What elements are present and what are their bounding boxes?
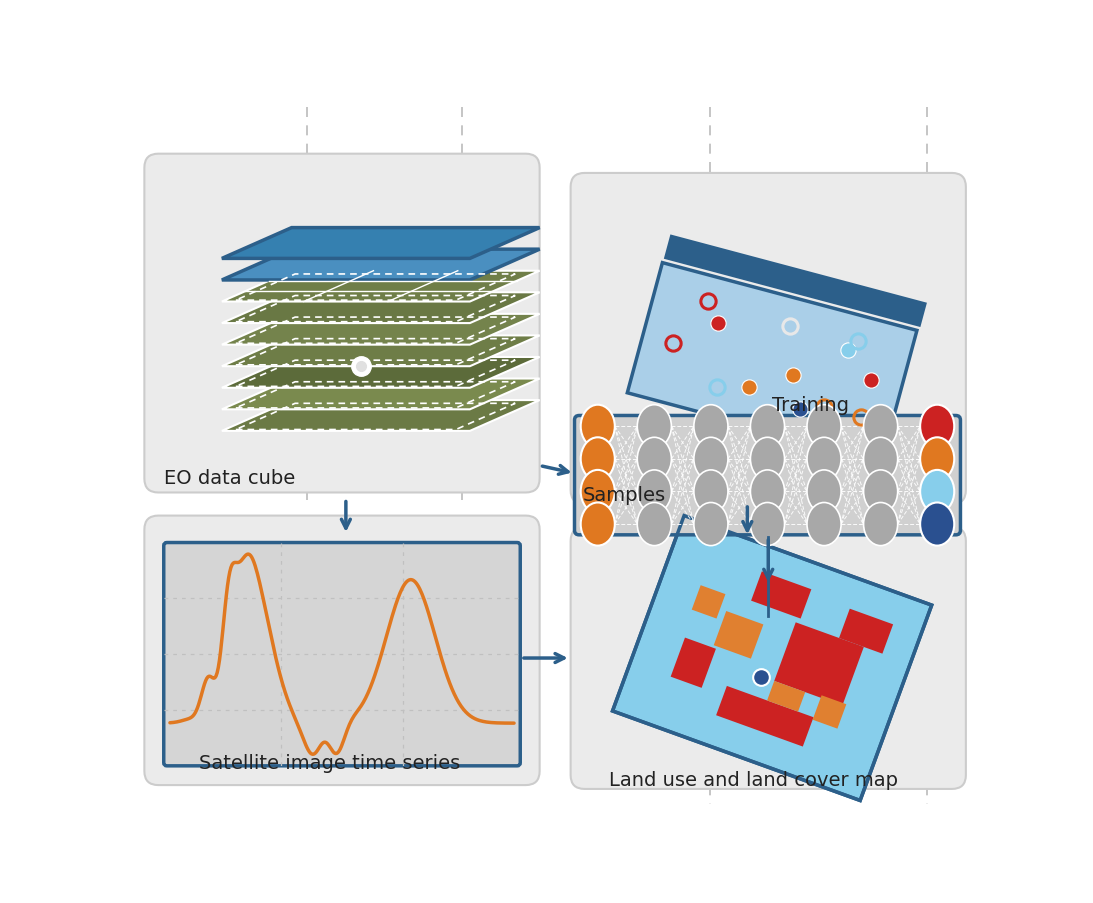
Ellipse shape — [637, 503, 671, 546]
Polygon shape — [767, 681, 806, 712]
Ellipse shape — [807, 438, 842, 481]
FancyBboxPatch shape — [164, 543, 520, 766]
Polygon shape — [222, 293, 540, 323]
Ellipse shape — [694, 405, 728, 448]
Ellipse shape — [920, 438, 954, 481]
Ellipse shape — [863, 503, 897, 546]
Text: EO data cube: EO data cube — [164, 469, 295, 488]
Ellipse shape — [694, 503, 728, 546]
FancyBboxPatch shape — [144, 154, 540, 493]
Polygon shape — [671, 638, 716, 688]
Ellipse shape — [920, 470, 954, 514]
Ellipse shape — [637, 438, 671, 481]
Ellipse shape — [863, 405, 897, 448]
Polygon shape — [627, 264, 917, 461]
Ellipse shape — [807, 470, 842, 514]
Ellipse shape — [694, 470, 728, 514]
Text: Land use and land cover map: Land use and land cover map — [610, 770, 898, 789]
Ellipse shape — [920, 405, 954, 448]
Polygon shape — [222, 401, 540, 432]
Ellipse shape — [863, 438, 897, 481]
Ellipse shape — [637, 470, 671, 514]
Ellipse shape — [751, 470, 785, 514]
Ellipse shape — [580, 405, 614, 448]
Text: Training: Training — [772, 396, 849, 414]
FancyBboxPatch shape — [144, 516, 540, 786]
Ellipse shape — [751, 438, 785, 481]
Text: Samples: Samples — [583, 486, 666, 505]
Polygon shape — [222, 314, 540, 345]
Polygon shape — [812, 695, 846, 729]
Ellipse shape — [807, 503, 842, 546]
FancyBboxPatch shape — [575, 416, 961, 535]
Polygon shape — [222, 336, 540, 367]
Polygon shape — [222, 379, 540, 410]
FancyBboxPatch shape — [571, 173, 966, 505]
Polygon shape — [222, 250, 540, 281]
Ellipse shape — [637, 405, 671, 448]
Polygon shape — [839, 609, 893, 654]
Polygon shape — [612, 516, 931, 801]
Ellipse shape — [580, 470, 614, 514]
Polygon shape — [751, 572, 811, 619]
Ellipse shape — [751, 405, 785, 448]
Polygon shape — [716, 686, 813, 747]
Polygon shape — [692, 585, 726, 619]
Ellipse shape — [863, 470, 897, 514]
Text: Satellite image time series: Satellite image time series — [199, 753, 460, 772]
Ellipse shape — [920, 503, 954, 546]
FancyBboxPatch shape — [571, 527, 966, 789]
Polygon shape — [222, 228, 540, 259]
Polygon shape — [774, 623, 863, 706]
Polygon shape — [714, 611, 763, 659]
Ellipse shape — [751, 503, 785, 546]
Polygon shape — [222, 272, 540, 303]
Polygon shape — [222, 358, 540, 388]
Ellipse shape — [580, 438, 614, 481]
Ellipse shape — [580, 503, 614, 546]
Ellipse shape — [807, 405, 842, 448]
Ellipse shape — [694, 438, 728, 481]
Polygon shape — [666, 237, 926, 326]
